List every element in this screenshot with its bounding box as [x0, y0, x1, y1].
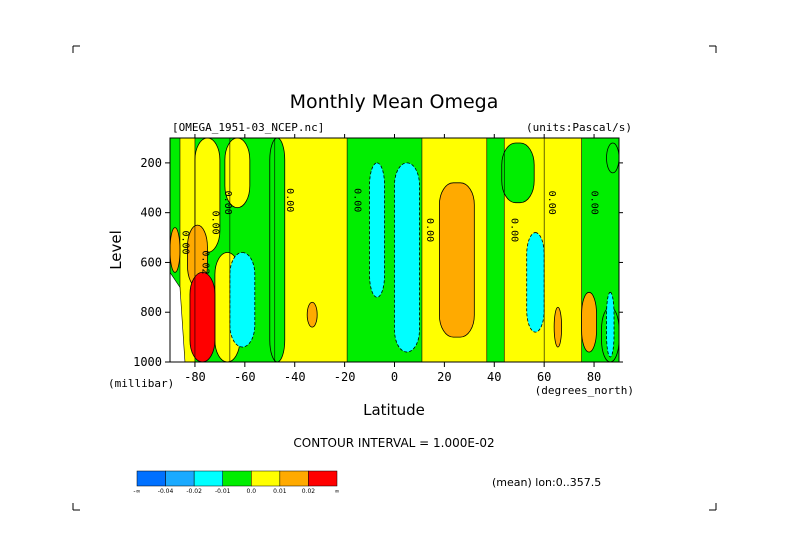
omega-feature-neg-mid-4: [229, 252, 256, 348]
y-axis-units: (millibar): [108, 377, 174, 390]
contour-label-1: 0.00: [209, 211, 220, 235]
y-tick-label-1: 400: [140, 206, 162, 220]
x-tick-label-4: 0: [391, 370, 398, 384]
footer-label: (mean) lon:0..357.5: [492, 476, 601, 489]
omega-feature-pos-mid-13: [170, 227, 181, 273]
contour-label-2: 0.00: [222, 191, 233, 215]
dataset-label: [OMEGA_1951-03_NCEP.nc]: [172, 121, 324, 134]
omega-feature-near-zero-16: [606, 142, 619, 174]
x-tick-label-0: -80: [184, 370, 206, 384]
colorbar-bin-5: [279, 470, 309, 487]
colorbar-bin-6: [308, 470, 338, 487]
contour-label-3: 0.00: [284, 188, 295, 212]
omega-feature-neg-mid-6: [394, 162, 420, 353]
contour-label-9: 0.02: [199, 250, 210, 274]
omega-feature-near-zero-3: [269, 138, 286, 362]
colorbar-tick-label-5: 0.02: [302, 488, 316, 495]
crop-mark-top-left: [72, 45, 80, 53]
colorbar-bin-1: [165, 470, 195, 487]
colorbar-bin-3: [222, 470, 252, 487]
x-tick-label-1: -60: [234, 370, 256, 384]
omega-feature-near-zero-15: [501, 142, 535, 204]
omega-feature-pos-mid-11: [306, 301, 318, 328]
omega-band-7: [486, 138, 505, 362]
colorbar-tick-label-0: -0.04: [158, 488, 174, 495]
omega-feature-neg-mid-5: [369, 162, 385, 298]
crop-mark-top-right: [709, 45, 717, 53]
omega-band-9: [544, 138, 582, 362]
colorbar-tick-label-1: -0.02: [186, 488, 202, 495]
x-tick-label-8: 80: [587, 370, 601, 384]
contour-label-6: 0.00: [509, 218, 520, 242]
colorbar-edge-left: -∞: [133, 488, 140, 495]
x-axis-title: Latitude: [363, 401, 425, 419]
chart-title: Monthly Mean Omega: [290, 91, 499, 113]
colorbar: -∞ ∞ -0.04 -0.02 -0.01 0.0 0.01 0.02: [133, 470, 340, 495]
omega-band-4: [274, 138, 348, 362]
omega-feature-pos-strong-14: [189, 272, 216, 362]
x-tick-label-2: -40: [284, 370, 306, 384]
colorbar-tick-label-3: 0.0: [247, 488, 257, 495]
y-axis: 200 400 600 800 1000: [133, 156, 623, 369]
colorbar-edge-right: ∞: [335, 488, 340, 495]
omega-feature-neg-mid-7: [526, 232, 545, 333]
omega-feature-neg-mid-18: [606, 291, 615, 358]
x-tick-label-3: -20: [334, 370, 356, 384]
omega-feature-pos-mid-10: [581, 291, 597, 353]
y-tick-label-4: 1000: [133, 355, 162, 369]
x-tick-label-6: 40: [487, 370, 501, 384]
contour-label-4: 0.00: [352, 188, 363, 212]
colorbar-tick-label-4: 0.01: [273, 488, 287, 495]
omega-feature-pos-mid-8: [438, 182, 475, 338]
omega-feature-pos-weak-2: [224, 138, 251, 209]
contour-label-0: 0.00: [179, 230, 190, 254]
missing-data-region: [170, 271, 186, 362]
plot-fills: [170, 138, 619, 362]
units-label: (units:Pascal/s): [526, 121, 632, 134]
contour-label-5: 0.00: [424, 218, 435, 242]
contour-label-8: 0.00: [589, 191, 600, 215]
x-tick-label-5: 20: [437, 370, 451, 384]
colorbar-tick-label-2: -0.01: [215, 488, 231, 495]
colorbar-bin-0: [136, 470, 166, 487]
crop-mark-bottom-left: [72, 503, 80, 511]
crop-marks: [72, 45, 717, 511]
contour-label-7: 0.00: [546, 191, 557, 215]
colorbar-bin-2: [193, 470, 223, 487]
y-tick-label-3: 800: [140, 305, 162, 319]
x-tick-label-7: 60: [537, 370, 551, 384]
x-axis-units: (degrees_north): [535, 384, 634, 397]
y-tick-label-0: 200: [140, 156, 162, 170]
y-axis-title: Level: [107, 230, 125, 270]
crop-mark-bottom-right: [709, 503, 717, 511]
y-tick-label-2: 600: [140, 255, 162, 269]
contour-labels: 0.000.000.00 0.00 0.000.00 0.000.00 0.000.02: [179, 188, 599, 274]
contour-interval-label: CONTOUR INTERVAL = 1.000E-02: [293, 436, 494, 450]
x-axis: -80 -60 -40 -20 0 20 40 60 80: [184, 134, 601, 384]
colorbar-bin-4: [251, 470, 281, 487]
omega-feature-pos-mid-12: [553, 306, 563, 348]
